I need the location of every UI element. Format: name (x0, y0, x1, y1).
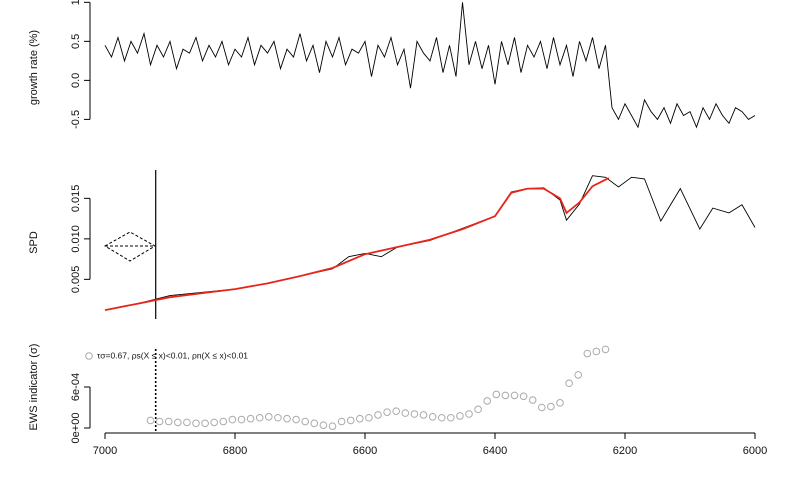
y-axis-label: SPD (28, 231, 40, 254)
data-point (510, 391, 519, 400)
data-point (528, 396, 537, 404)
data-point (237, 415, 246, 424)
y-tick-label: 0e+00 (70, 413, 82, 444)
data-point (301, 417, 310, 426)
data-point (328, 422, 337, 430)
data-point (401, 409, 410, 417)
x-tick-label: 6600 (353, 445, 377, 457)
data-point (501, 391, 510, 400)
y-tick-label: 0.5 (70, 34, 82, 49)
data-point (319, 421, 328, 429)
data-point (310, 419, 319, 428)
data-point (337, 417, 346, 426)
data-point (155, 417, 164, 426)
y-tick-label: 0.010 (70, 225, 82, 253)
data-point (483, 397, 492, 405)
y-tick-label: 0.015 (70, 185, 82, 213)
data-point (164, 417, 173, 426)
data-point (583, 349, 592, 358)
y-tick-label: 0.0 (70, 73, 82, 88)
data-point (219, 417, 228, 426)
data-point (274, 413, 282, 422)
y-tick-label: -0.5 (70, 110, 82, 129)
data-point (383, 408, 391, 416)
data-point (265, 412, 273, 421)
data-point (556, 399, 564, 407)
data-point (228, 415, 237, 424)
data-point (465, 410, 473, 418)
data-line (104, 2, 756, 129)
data-point (356, 414, 364, 423)
x-tick-label: 7000 (93, 445, 117, 457)
data-point (419, 411, 428, 419)
x-tick-label: 6200 (613, 445, 637, 457)
data-point (374, 411, 382, 419)
x-tick-label: 6000 (743, 445, 767, 457)
y-tick-label: 6e-04 (70, 373, 82, 401)
data-point (592, 347, 601, 356)
data-point (447, 413, 455, 422)
data-point (392, 407, 401, 415)
y-axis-label: growth rate (%) (28, 30, 40, 105)
data-point (292, 415, 300, 424)
data-point (192, 419, 200, 428)
data-point (346, 416, 355, 425)
data-point (146, 416, 155, 425)
data-point (428, 412, 437, 421)
y-tick-label: 1 (70, 0, 82, 5)
data-point (201, 419, 209, 428)
data-point (538, 403, 546, 412)
dashed-diamond (104, 231, 156, 262)
data-point (246, 414, 255, 423)
data-point (174, 418, 182, 427)
data-point (519, 392, 528, 401)
data-point (547, 402, 555, 411)
annotation: τσ=0.67, ρs(X ≤ x)<0.01, ρn(X ≤ x)<0.01 (97, 350, 248, 360)
data-line (104, 177, 610, 311)
y-axis-label: EWS indicator (σ) (28, 344, 40, 431)
data-point (410, 410, 419, 418)
data-point (456, 412, 464, 420)
data-point (565, 379, 573, 388)
period-marker (104, 231, 156, 262)
data-point (574, 371, 583, 379)
x-tick-label: 6400 (483, 445, 507, 457)
data-point (183, 418, 191, 427)
data-point (283, 414, 291, 423)
legend-marker (85, 352, 93, 360)
data-point (365, 413, 373, 422)
data-point (210, 418, 218, 427)
data-line (104, 175, 756, 311)
y-tick-label: 0.005 (70, 266, 82, 294)
data-point (492, 390, 501, 399)
data-point (601, 345, 610, 354)
x-tick-label: 6800 (223, 445, 247, 457)
data-point (255, 413, 264, 422)
data-point (437, 413, 446, 422)
data-point (474, 405, 482, 414)
